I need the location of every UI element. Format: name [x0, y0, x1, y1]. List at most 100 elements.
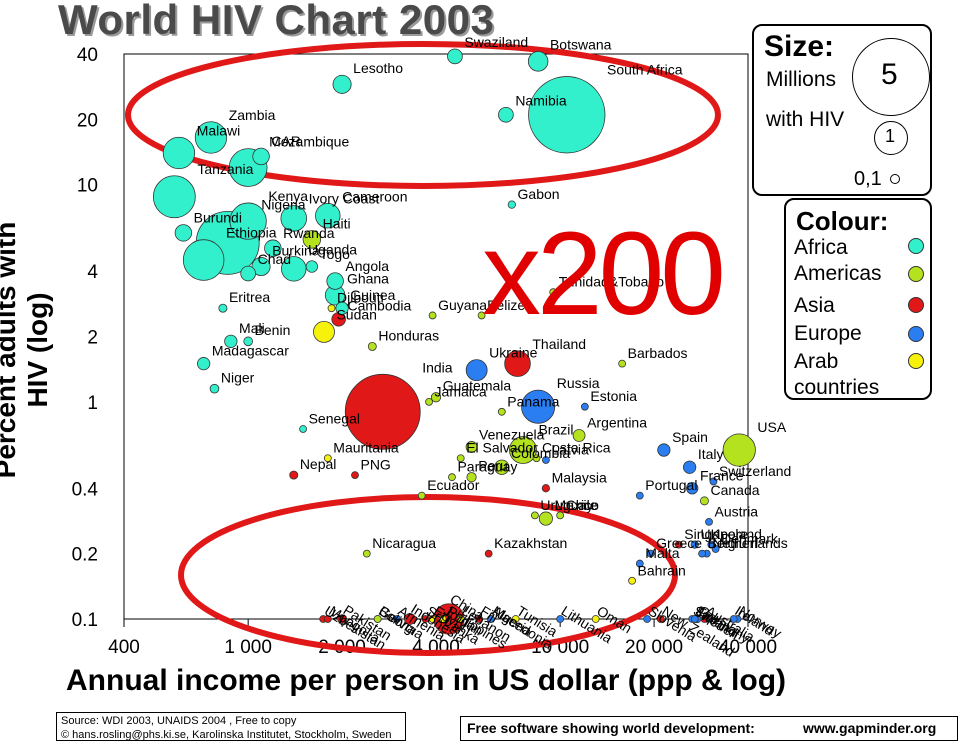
bubble-cameroon[interactable] [315, 202, 341, 229]
bubble-nepal[interactable] [289, 470, 299, 480]
bubble-kenya[interactable] [229, 202, 267, 240]
bubble-botswana[interactable] [527, 51, 549, 72]
bubble-lithuania[interactable] [556, 615, 565, 623]
bubble-burundi[interactable] [174, 224, 193, 242]
bubble-haiti[interactable] [302, 230, 322, 249]
bubble-ivory-coast[interactable] [280, 205, 308, 232]
bubble-barbados[interactable] [618, 359, 627, 368]
bubble-venezuela[interactable] [465, 441, 478, 453]
bubble-armenia[interactable] [393, 615, 401, 623]
bubble-namibia[interactable] [498, 106, 514, 123]
bubble-bolivia[interactable] [373, 615, 382, 623]
bubble-indonesia[interactable] [404, 613, 416, 625]
bubble-mexico[interactable] [538, 511, 553, 526]
bubble-greece[interactable] [646, 549, 655, 558]
bubble-ukraine[interactable] [465, 359, 488, 382]
bubble-uk[interactable] [690, 540, 699, 549]
bubble-malaysia[interactable] [541, 484, 550, 493]
bubble-slovenia[interactable] [643, 615, 652, 623]
bubble-angola[interactable] [326, 272, 344, 290]
bubble-lesotho[interactable] [332, 74, 352, 94]
bubble-sri-lanka[interactable] [421, 615, 430, 623]
bubble-chile[interactable] [556, 511, 565, 520]
label-togo: Togo [320, 246, 351, 262]
bubble-guinea[interactable] [335, 301, 349, 315]
bubble-zambia[interactable] [194, 121, 228, 154]
bubble-france[interactable] [686, 482, 699, 495]
bubble-uruguay[interactable] [531, 511, 539, 520]
bubble-finland[interactable] [690, 615, 699, 623]
bubble-ecuador[interactable] [417, 491, 426, 500]
bubble-pakistan[interactable] [337, 614, 347, 624]
bubble-uganda[interactable] [281, 256, 307, 282]
bubble-india[interactable] [344, 373, 421, 450]
bubble-portugal[interactable] [635, 491, 644, 500]
bubble-trinidad-tobago[interactable] [549, 288, 558, 297]
bubble-estonia[interactable] [580, 402, 589, 411]
bubble-benin[interactable] [243, 336, 253, 347]
bubble-eritrea[interactable] [218, 303, 228, 313]
bubble-nicaragua[interactable] [362, 549, 371, 558]
bubble-mongolia[interactable] [323, 615, 332, 623]
bubble-guatemala[interactable] [430, 392, 442, 403]
bubble-brazil[interactable] [509, 436, 537, 464]
bubble-sudan[interactable] [313, 321, 335, 343]
bubble-macedonia[interactable] [487, 615, 495, 623]
bubble-malawi[interactable] [162, 136, 196, 170]
bubble-ethiopia[interactable] [182, 239, 225, 281]
bubble-tanzania[interactable] [152, 175, 196, 219]
bubble-fiji[interactable] [475, 615, 484, 623]
bubble-belgium[interactable] [698, 549, 706, 558]
bubble-jamaica[interactable] [425, 397, 433, 406]
bubble-bahrain[interactable] [628, 576, 636, 585]
bubble-thailand[interactable] [504, 350, 531, 377]
bubble-denmark[interactable] [711, 545, 720, 553]
bubble-togo[interactable] [305, 260, 318, 273]
bubble-italy[interactable] [683, 460, 697, 474]
bubble-chad[interactable] [240, 265, 256, 282]
bubble-rwanda[interactable] [264, 239, 282, 257]
bubble-jordan[interactable] [438, 615, 447, 623]
bubble-ireland[interactable] [729, 615, 738, 623]
bubble-russia[interactable] [521, 389, 556, 424]
bubble-canada[interactable] [699, 496, 709, 506]
bubble-burkina[interactable] [251, 257, 271, 277]
bubble-costa-rica[interactable] [532, 454, 541, 463]
bubble-colombia[interactable] [494, 459, 510, 475]
bubble-spain[interactable] [657, 443, 671, 457]
bubble-new-zealand[interactable] [656, 615, 665, 623]
x-axis-label: Annual income per person in US dollar (p… [66, 664, 787, 697]
footer-site-link[interactable]: www.gapminder.org [803, 720, 937, 736]
bubble-belize[interactable] [477, 311, 486, 320]
bubble-oman[interactable] [591, 615, 600, 623]
bubble-guyana[interactable] [428, 311, 437, 320]
bubble-swaziland[interactable] [447, 48, 463, 65]
bubble-singapore[interactable] [674, 540, 683, 549]
bubble-mauritania[interactable] [323, 454, 332, 463]
bubble-djibouti[interactable] [327, 304, 336, 313]
bubble-senegal[interactable] [299, 425, 307, 433]
bubble-malta[interactable] [635, 559, 644, 568]
bubble-el-salvador[interactable] [456, 454, 465, 463]
bubble-gabon[interactable] [507, 200, 516, 209]
bubble-south-africa[interactable] [528, 76, 606, 154]
bubble-niger[interactable] [209, 383, 220, 394]
bubble-peru[interactable] [466, 472, 477, 483]
bubble-car[interactable] [252, 147, 270, 166]
bubble-paraguay[interactable] [448, 473, 456, 482]
bubble-mali[interactable] [224, 334, 238, 348]
bubble-latvia[interactable] [541, 456, 550, 464]
bubble-tunisia[interactable] [511, 615, 520, 623]
bubble-usa[interactable] [722, 433, 756, 467]
bubble-australia[interactable] [700, 615, 709, 623]
bubble-honduras[interactable] [367, 341, 377, 351]
bubble-png[interactable] [351, 471, 359, 479]
bubble-madagascar[interactable] [197, 357, 211, 371]
bubble-kazakhstan[interactable] [484, 549, 493, 558]
bubble-lebanon[interactable] [456, 615, 465, 623]
bubble-panama[interactable] [497, 407, 506, 416]
bubble-argentina[interactable] [572, 429, 586, 442]
label-chad: Chad [258, 251, 291, 267]
bubble-austria[interactable] [705, 518, 713, 526]
bubble-switzerland[interactable] [709, 477, 718, 486]
